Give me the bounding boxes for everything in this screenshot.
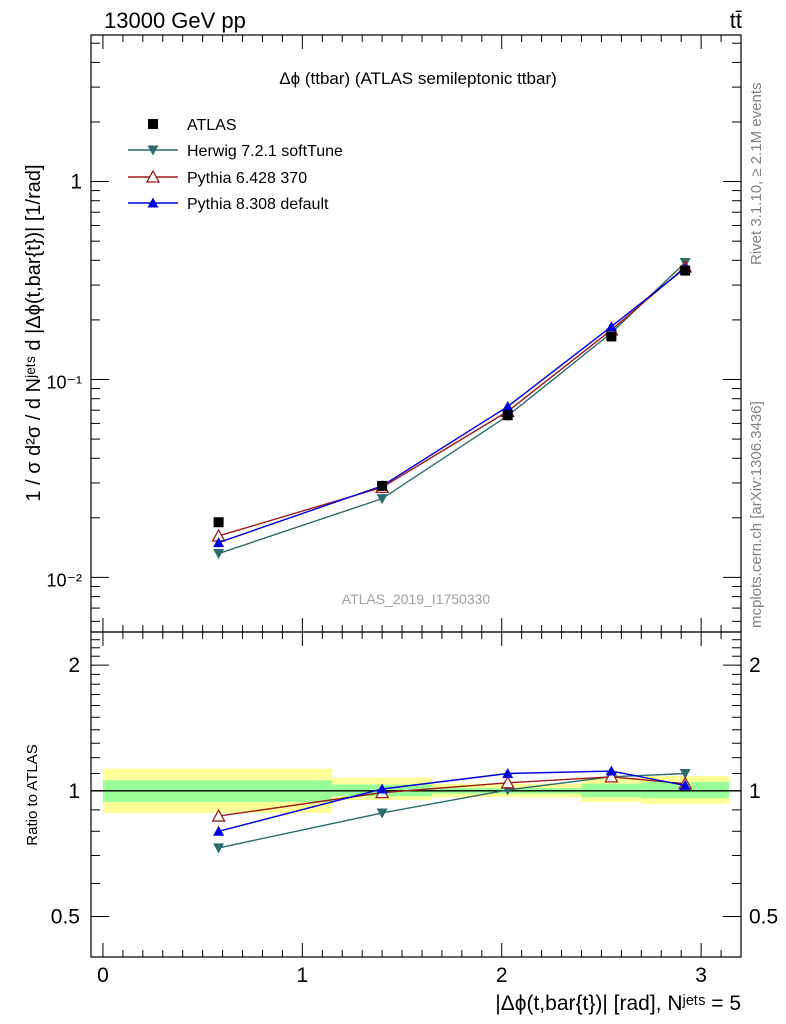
- ratio-point-pythia-8-308-default-0: [213, 825, 225, 836]
- ratio-tick-label-left-1: 1: [68, 780, 80, 803]
- main-point-herwig-7-2-1-softtune-1: [376, 494, 388, 505]
- y-tick-label-1: 10⁻¹: [46, 372, 82, 392]
- main-series: [211, 257, 693, 560]
- rivet-label: Rivet 3.1.10, ≥ 2.1M events: [748, 83, 765, 266]
- ratio-panel-frame: [90, 631, 742, 958]
- x-tick-label-2: 2: [496, 964, 508, 987]
- y-tick-label-0: 10⁻²: [46, 570, 82, 590]
- y-axis-label: 1 / σ d²σ / d Nʲᵉᵗˢ d |Δϕ(t,bar{t})| [1/…: [23, 164, 45, 501]
- ratio-y-axis-label: Ratio to ATLAS: [24, 744, 41, 845]
- main-point-atlas-3: [606, 331, 617, 342]
- ratio-tick-label-right-0: 0.5: [749, 906, 778, 929]
- main-line-pythia-6-428-370: [218, 266, 686, 537]
- legend-marker-herwig-7-2-1-softtune: [147, 145, 159, 156]
- main-point-pythia-8-308-default-3: [605, 321, 617, 332]
- legend-marker-atlas: [148, 119, 158, 129]
- ratio-point-pythia-6-428-370-3: [604, 769, 619, 783]
- legend-marker-pythia-8-308-default: [147, 197, 159, 208]
- main-point-atlas-4: [680, 265, 691, 276]
- x-tick-label-1: 1: [297, 964, 309, 987]
- ratio-tick-label-left-0: 0.5: [51, 906, 80, 929]
- ratio-tick-label-left-2: 2: [68, 654, 80, 677]
- legend-label-pythia-8-308-default: Pythia 8.308 default: [187, 196, 329, 213]
- ratio-point-herwig-7-2-1-softtune-1: [376, 808, 388, 819]
- legend-label-atlas: ATLAS: [187, 117, 237, 134]
- main-point-pythia-8-308-default-2: [502, 401, 514, 412]
- x-tick-label-0: 0: [97, 964, 109, 987]
- ratio-point-herwig-7-2-1-softtune-4: [679, 769, 691, 780]
- ratio-point-herwig-7-2-1-softtune-0: [213, 843, 225, 854]
- ratio-tick-label-right-2: 2: [749, 654, 761, 677]
- legend-label-herwig-7-2-1-softtune: Herwig 7.2.1 softTune: [187, 143, 343, 160]
- legend-marker-pythia-6-428-370: [145, 169, 161, 183]
- legend-label-pythia-6-428-370: Pythia 6.428 370: [187, 170, 307, 187]
- main-point-atlas-2: [502, 410, 513, 421]
- main-point-pythia-8-308-default-0: [213, 537, 225, 548]
- ratio-point-pythia-8-308-default-3: [605, 765, 617, 776]
- chart-title: Δϕ (ttbar) (ATLAS semileptonic ttbar): [279, 69, 557, 88]
- legend: ATLAS Herwig 7.2.1 softTune Pythia 6.428 3…: [128, 117, 343, 213]
- ratio-point-pythia-8-308-default-1: [376, 783, 388, 794]
- ratio-band-green-4: [641, 781, 730, 799]
- x-tick-label-3: 3: [695, 964, 707, 987]
- ratio-series: [211, 765, 693, 854]
- ratio-tick-label-right-1: 1: [749, 780, 761, 803]
- ratio-point-pythia-6-428-370-0: [211, 808, 226, 822]
- ratio-point-pythia-6-428-370-2: [500, 775, 515, 789]
- ratio-point-pythia-8-308-default-4: [679, 779, 691, 790]
- main-point-atlas-1: [377, 480, 388, 491]
- y-tick-label-2: 1: [70, 171, 82, 194]
- header-process: tt̄: [730, 8, 742, 33]
- axes: 0 1 2 3 10⁻² 10⁻¹ 1 0.5 0.5 1 1 2 2: [46, 35, 778, 987]
- main-line-herwig-7-2-1-softtune: [218, 261, 686, 555]
- x-axis-label: |Δϕ(t,bar{t})| [rad], Nʲᵉᵗˢ = 5: [495, 992, 741, 1015]
- main-line-pythia-8-308-default: [218, 267, 686, 544]
- ratio-point-pythia-8-308-default-2: [502, 768, 514, 779]
- analysis-watermark: ATLAS_2019_I1750330: [342, 591, 491, 607]
- main-point-herwig-7-2-1-softtune-0: [213, 549, 225, 560]
- mcplots-label: mcplots.cern.ch [arXiv:1306.3436]: [748, 401, 765, 628]
- header-energy: 13000 GeV pp: [104, 8, 246, 33]
- main-point-atlas-0: [213, 517, 224, 528]
